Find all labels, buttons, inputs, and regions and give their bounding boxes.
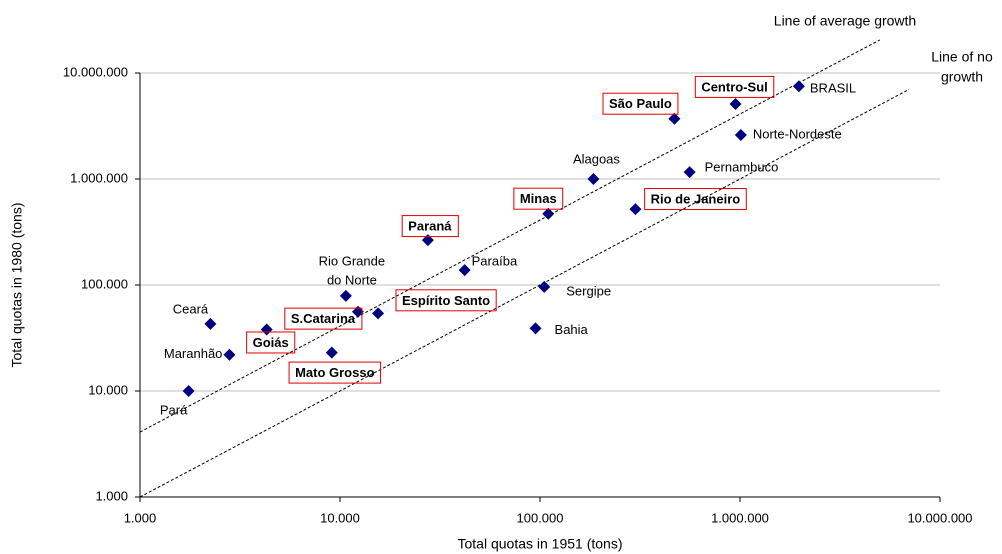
y-tick-label: 1.000 [95, 488, 128, 503]
data-point [629, 203, 642, 216]
point-label: Norte-Nordeste [753, 126, 842, 141]
reference-label: Line of average growth [774, 13, 916, 29]
data-point [458, 264, 471, 277]
data-point [204, 317, 217, 330]
point-label: Maranhão [164, 346, 223, 361]
point-label: Pernambuco [705, 160, 779, 175]
data-point [351, 305, 364, 318]
x-tick-label: 10.000 [320, 510, 360, 525]
y-tick-label: 100.000 [81, 276, 128, 291]
point-label: Alagoas [573, 151, 620, 166]
point-label: Espírito Santo [402, 293, 490, 308]
point-label: do Norte [327, 272, 377, 287]
label-box [284, 307, 363, 330]
reference-line [139, 88, 910, 498]
label-box [401, 215, 459, 238]
y-tick-label: 10.000 [88, 382, 128, 397]
data-point [421, 234, 434, 247]
reference-label: Line of no [931, 49, 993, 65]
point-label: Ceará [173, 301, 209, 316]
point-label: Paraíba [472, 254, 518, 269]
x-tick-label: 100.000 [517, 510, 564, 525]
data-point [729, 97, 742, 110]
point-label: Minas [520, 191, 557, 206]
label-box [246, 331, 296, 354]
point-label: Bahia [555, 322, 589, 337]
point-label: Centro-Sul [701, 79, 767, 94]
point-label: S.Catarina [291, 311, 356, 326]
label-box [288, 361, 382, 384]
point-label: Goiás [253, 335, 289, 350]
point-label: São Paulo [609, 96, 672, 111]
data-point [325, 346, 338, 359]
x-tick-label: 10.000.000 [907, 510, 972, 525]
data-point [182, 385, 195, 397]
reference-line [139, 39, 881, 433]
point-label: Pará [160, 402, 188, 417]
data-point [529, 322, 542, 335]
label-box [395, 289, 497, 312]
x-tick-label: 1.000.000 [711, 510, 769, 525]
y-tick-label: 1.000.000 [70, 170, 128, 185]
point-label: Rio de Janeiro [651, 192, 741, 207]
x-tick-label: 1.000 [124, 510, 157, 525]
label-box [694, 75, 775, 98]
reference-label: growth [941, 69, 983, 85]
x-axis-title: Total quotas in 1951 (tons) [458, 536, 623, 552]
data-point [734, 129, 747, 142]
data-point [668, 112, 681, 125]
data-point [223, 348, 236, 361]
data-point [339, 289, 352, 302]
point-label: Mato Grosso [295, 365, 375, 380]
y-tick-label: 10.000.000 [63, 64, 128, 79]
label-box [602, 92, 679, 115]
point-label: Paraná [408, 219, 452, 234]
y-axis-title: Total quotas in 1980 (tons) [9, 203, 25, 368]
label-box [513, 187, 564, 210]
data-point [792, 80, 805, 93]
data-point [683, 166, 696, 179]
data-point [542, 207, 555, 220]
label-box [644, 188, 747, 211]
data-point [372, 307, 385, 320]
point-label: Sergipe [566, 283, 611, 298]
data-point [260, 323, 273, 336]
point-label: Rio Grande [319, 253, 385, 268]
point-label: BRASIL [810, 81, 856, 96]
data-point [538, 280, 551, 293]
data-point [587, 173, 600, 185]
